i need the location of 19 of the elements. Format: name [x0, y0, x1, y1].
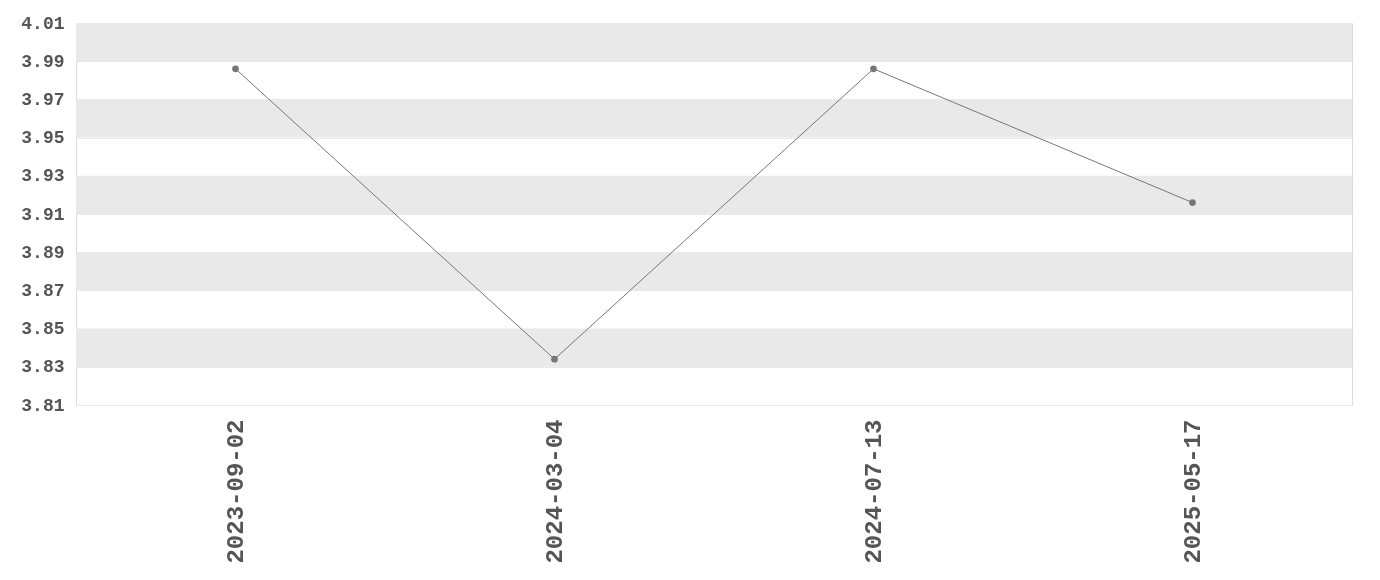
point [1189, 199, 1196, 206]
point [870, 65, 877, 73]
x-tick-label: 2023-09-02 [223, 419, 250, 564]
y-tick-label: 3.99 [21, 51, 65, 72]
x-tick-label: 2024-03-04 [542, 419, 569, 564]
y-tick-label: 3.95 [21, 128, 65, 149]
x-tick-label: 2025-05-17 [1180, 419, 1207, 564]
y-tick-label: 3.87 [21, 280, 65, 301]
y-tick-label: 4.01 [21, 13, 65, 34]
y-tick-label: 3.89 [21, 242, 65, 263]
y-tick-label: 3.81 [21, 395, 65, 416]
y-tick-label: 3.97 [21, 89, 65, 110]
x-tick-label: 2024-07-13 [861, 419, 888, 564]
point [551, 355, 558, 363]
point [232, 65, 239, 73]
y-tick-label: 3.83 [21, 357, 65, 378]
y-tick-label: 3.85 [21, 319, 65, 340]
y-tick-label: 3.93 [21, 166, 65, 187]
y-tick-label: 3.91 [21, 204, 65, 225]
